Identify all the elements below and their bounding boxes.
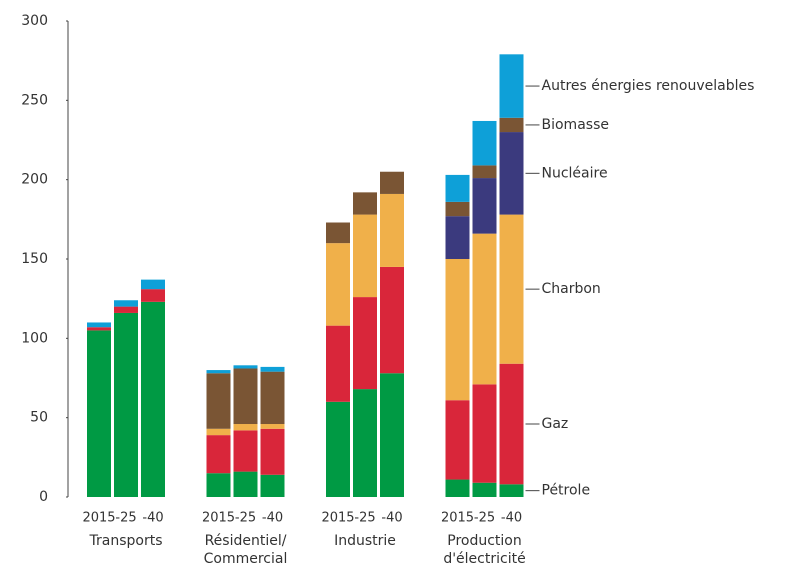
bar-segment: [380, 266, 404, 374]
bar-segment: [380, 171, 404, 194]
bar-segment: [260, 424, 285, 429]
bar-segment: [114, 306, 138, 313]
bar-segment: [326, 222, 350, 244]
bar-segment: [326, 325, 350, 402]
bar-segment: [499, 363, 524, 485]
y-tick-label: 50: [30, 410, 48, 426]
x-tick-label: -40: [142, 511, 163, 526]
bar-segment: [353, 192, 377, 215]
bar-segment: [499, 54, 524, 118]
bar-segment: [206, 370, 231, 374]
x-tick-label: 2015: [441, 511, 474, 526]
bar-segment: [353, 214, 377, 298]
bar-segment: [499, 117, 524, 133]
bar-segment: [472, 482, 497, 497]
bar-segment: [472, 165, 497, 179]
bar-segment: [260, 371, 285, 425]
bar-segment: [206, 428, 231, 436]
bar-segment: [87, 327, 111, 331]
legend-label: Nucléaire: [542, 165, 608, 181]
bar-segment: [260, 366, 285, 372]
y-tick-label: 100: [21, 330, 48, 346]
bar-segment: [445, 174, 470, 202]
x-tick-label: -40: [381, 511, 402, 526]
bar-segment: [326, 243, 350, 326]
bar-segment: [445, 479, 470, 497]
bar-segment: [380, 373, 404, 497]
bar-segment: [445, 400, 470, 480]
y-tick-label: 250: [21, 92, 48, 108]
bar-segment: [206, 373, 231, 429]
bar-segment: [353, 389, 377, 497]
x-tick-label: 2015: [202, 511, 235, 526]
bar-segment: [445, 216, 470, 259]
x-tick-label: -40: [501, 511, 522, 526]
x-tick-label: 2015: [82, 511, 115, 526]
bar-segment: [233, 368, 258, 425]
group-label: Transports: [89, 533, 163, 549]
bar-segment: [114, 300, 138, 307]
bar-segment: [141, 279, 165, 290]
legend-label: Charbon: [542, 281, 601, 297]
bar-segment: [114, 312, 138, 497]
bar-segment: [233, 365, 258, 369]
bar-segment: [472, 120, 497, 166]
bar-segment: [87, 322, 111, 328]
bar-segment: [260, 474, 285, 497]
legend-label: Gaz: [542, 416, 569, 432]
group-label: Commercial: [204, 551, 288, 567]
bar-segment: [499, 132, 524, 215]
x-tick-label: -25: [474, 511, 495, 526]
bar-segment: [445, 201, 470, 217]
bar-segment: [141, 301, 165, 497]
bar-segment: [353, 297, 377, 390]
group-label: d'électricité: [443, 551, 525, 567]
bar-segment: [380, 193, 404, 267]
bar-segment: [472, 178, 497, 234]
y-tick-label: 0: [39, 489, 48, 505]
group-label: Production: [447, 533, 521, 549]
bar-segment: [87, 330, 111, 497]
legend-label: Biomasse: [542, 117, 609, 133]
x-tick-label: -25: [115, 511, 136, 526]
x-tick-label: 2015: [321, 511, 354, 526]
group-label: Résidentiel/: [205, 533, 287, 549]
bar-segment: [445, 259, 470, 401]
bar-segment: [206, 473, 231, 497]
y-tick-label: 200: [21, 172, 48, 188]
legend-label: Autres énergies renouvelables: [542, 78, 755, 94]
bar-segment: [206, 435, 231, 474]
x-tick-label: -40: [262, 511, 283, 526]
y-tick-label: 300: [21, 13, 48, 29]
bar-segment: [472, 233, 497, 385]
group-label: Industrie: [334, 533, 396, 549]
bar-segment: [499, 484, 524, 497]
bar-segment: [233, 430, 258, 472]
x-tick-label: -25: [235, 511, 256, 526]
y-tick-label: 150: [21, 251, 48, 267]
bar-segment: [499, 214, 524, 364]
legend-label: Pétrole: [542, 483, 591, 499]
x-tick-label: -25: [354, 511, 375, 526]
bar-segment: [233, 471, 258, 497]
bar-segment: [472, 384, 497, 483]
bar-segment: [233, 424, 258, 431]
bar-segment: [260, 428, 285, 475]
bar-segment: [326, 401, 350, 497]
bar-segment: [141, 289, 165, 302]
